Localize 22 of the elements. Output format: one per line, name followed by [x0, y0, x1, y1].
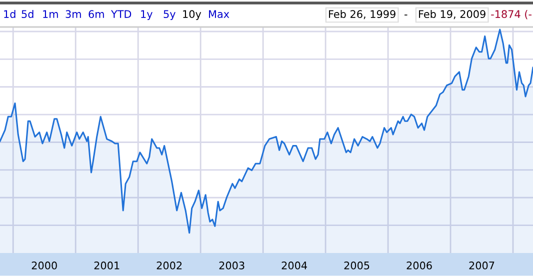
- text: YTD: [110, 10, 132, 18]
- x-tick-label: 2002: [156, 262, 182, 270]
- text: 1m: [43, 10, 58, 18]
- x-tick-label: 2004: [282, 262, 307, 270]
- x-tick-label: 2005: [344, 262, 370, 270]
- text: -1874 (-: [491, 10, 532, 20]
- text: Feb 26, 1999: [329, 10, 396, 20]
- text: 6m: [88, 10, 104, 18]
- text: Max: [209, 10, 230, 18]
- x-tick-label: 2006: [406, 262, 432, 270]
- text: 3m: [66, 10, 81, 18]
- x-tick-label: 2000: [32, 262, 57, 270]
- text: 5d: [22, 10, 34, 18]
- text: -: [404, 14, 408, 16]
- x-tick-label: 2003: [219, 262, 244, 270]
- text: 10y: [183, 10, 202, 20]
- text: 1y: [141, 10, 152, 20]
- text: 5y: [164, 10, 176, 20]
- text: 1d: [4, 10, 16, 18]
- x-tick-label: 2007: [469, 262, 494, 270]
- x-tick-label: 2001: [94, 262, 120, 270]
- text: Feb 19, 2009: [419, 10, 486, 20]
